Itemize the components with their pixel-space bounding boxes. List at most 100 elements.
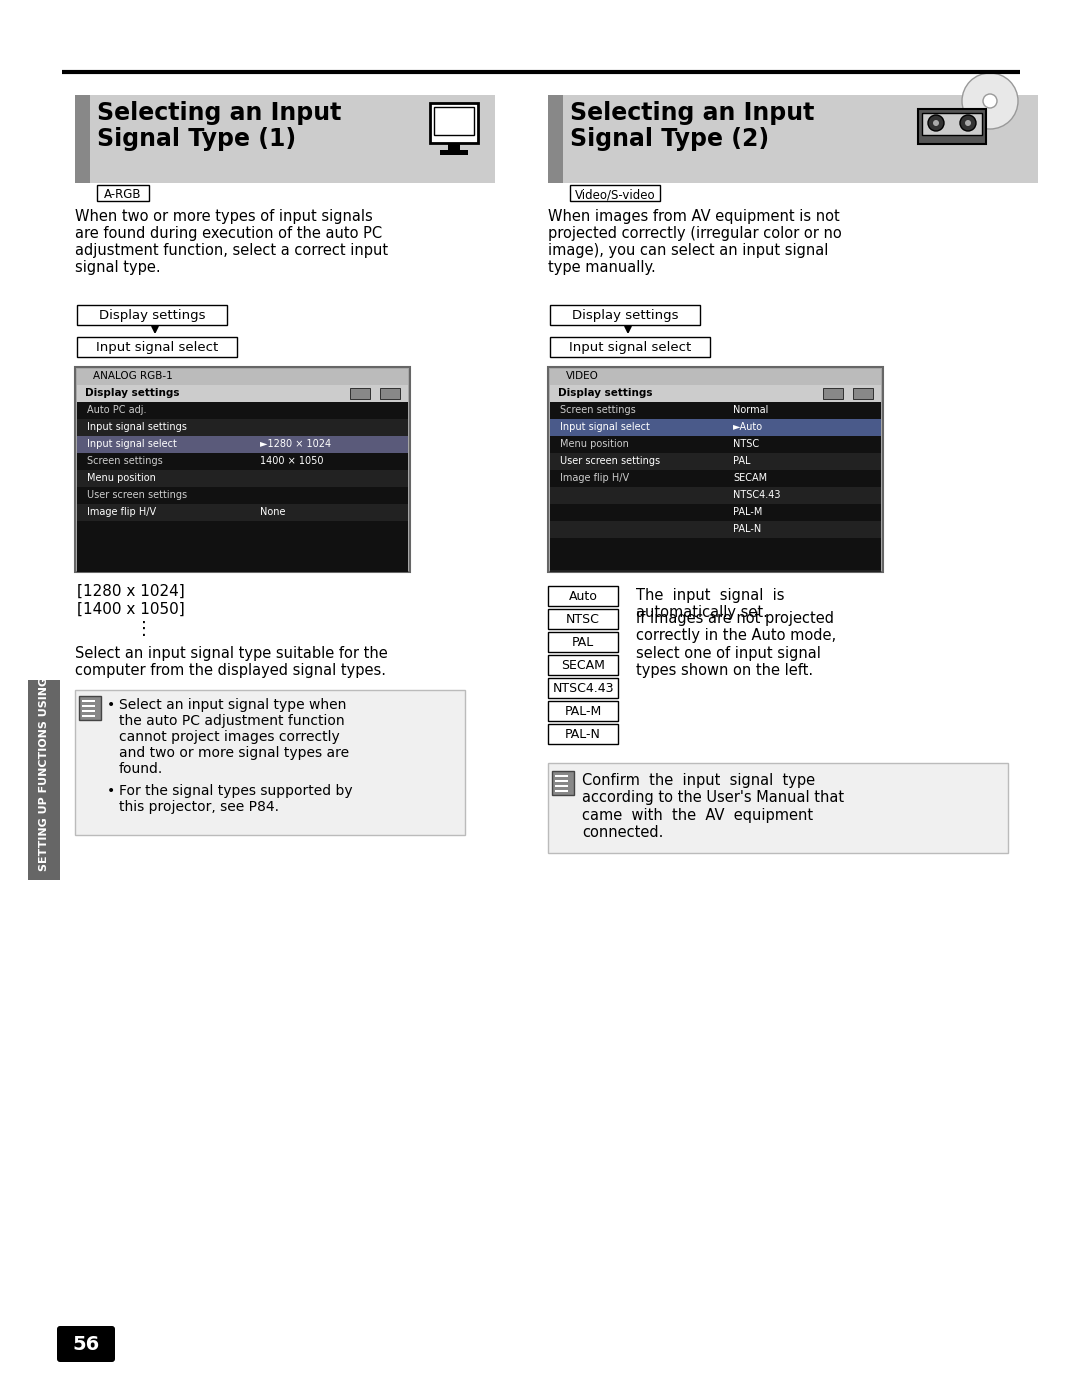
Bar (548, 724, 618, 745)
Bar (550, 538, 881, 555)
Text: ►Auto: ►Auto (733, 422, 764, 432)
Bar (548, 585, 618, 606)
Text: NTSC: NTSC (566, 613, 599, 626)
Text: •: • (107, 784, 116, 798)
Bar (79, 696, 102, 719)
Bar (570, 184, 660, 201)
Bar (430, 103, 478, 142)
Bar (555, 780, 568, 782)
Text: Signal Type (1): Signal Type (1) (97, 127, 296, 151)
Text: SECAM: SECAM (562, 659, 605, 672)
Bar (28, 680, 60, 880)
Bar (550, 369, 881, 386)
Bar (918, 109, 986, 144)
Text: VIDEO: VIDEO (566, 372, 599, 381)
Bar (77, 453, 408, 469)
Text: adjustment function, select a correct input: adjustment function, select a correct in… (75, 243, 388, 258)
Text: PAL-M: PAL-M (733, 507, 762, 517)
Text: PAL-N: PAL-N (733, 524, 761, 534)
Text: Input signal select: Input signal select (569, 341, 691, 353)
Bar (550, 555, 881, 571)
Text: Signal Type (2): Signal Type (2) (570, 127, 769, 151)
Text: Display settings: Display settings (571, 309, 678, 321)
Bar (552, 771, 573, 795)
Text: •: • (107, 698, 116, 712)
Bar (555, 789, 568, 792)
Bar (75, 367, 410, 571)
Text: When images from AV equipment is not: When images from AV equipment is not (548, 210, 840, 224)
Text: computer from the displayed signal types.: computer from the displayed signal types… (75, 664, 386, 678)
Bar (550, 538, 881, 570)
Bar (77, 305, 227, 326)
Bar (434, 108, 474, 136)
Circle shape (928, 115, 944, 131)
Text: this projector, see P84.: this projector, see P84. (119, 800, 279, 814)
Bar (82, 705, 95, 707)
Circle shape (966, 120, 971, 126)
Text: 56: 56 (72, 1336, 99, 1354)
Bar (77, 337, 237, 358)
Text: the auto PC adjustment function: the auto PC adjustment function (119, 714, 345, 728)
Bar (550, 386, 881, 402)
Bar (350, 388, 370, 400)
Text: PAL: PAL (733, 455, 751, 467)
Bar (75, 95, 90, 183)
Bar (548, 609, 618, 629)
Bar (82, 715, 95, 717)
Circle shape (960, 115, 976, 131)
Circle shape (933, 120, 939, 126)
Bar (853, 388, 873, 400)
Text: Selecting an Input: Selecting an Input (570, 101, 814, 124)
Bar (550, 469, 881, 488)
Text: Selecting an Input: Selecting an Input (97, 101, 341, 124)
Text: signal type.: signal type. (75, 260, 161, 275)
Bar (77, 538, 408, 555)
Text: Select an input signal type when: Select an input signal type when (119, 698, 347, 712)
Bar (77, 419, 408, 436)
Bar (550, 305, 700, 326)
Text: Image flip H/V: Image flip H/V (87, 507, 157, 517)
Text: type manually.: type manually. (548, 260, 656, 275)
Text: User screen settings: User screen settings (87, 490, 187, 500)
Text: Confirm  the  input  signal  type
according to the User's Manual that
came  with: Confirm the input signal type according … (582, 773, 845, 840)
Bar (77, 488, 408, 504)
Text: PAL-M: PAL-M (565, 705, 602, 718)
Text: Video/S-video: Video/S-video (575, 189, 656, 201)
Bar (548, 95, 1038, 183)
Bar (380, 388, 400, 400)
Text: Input signal select: Input signal select (96, 341, 218, 353)
Bar (548, 631, 618, 652)
Bar (97, 184, 149, 201)
Text: Normal: Normal (733, 405, 768, 415)
Bar (548, 95, 563, 183)
Bar (550, 337, 710, 358)
Text: None: None (260, 507, 285, 517)
Bar (77, 504, 408, 521)
Text: Input signal select: Input signal select (561, 422, 650, 432)
Bar (77, 555, 408, 571)
Bar (555, 785, 568, 787)
Bar (440, 149, 468, 155)
Text: If images are not projected
correctly in the Auto mode,
select one of input sign: If images are not projected correctly in… (636, 610, 836, 678)
Text: and two or more signal types are: and two or more signal types are (119, 746, 349, 760)
Bar (555, 775, 568, 777)
Text: found.: found. (119, 761, 163, 775)
Bar (550, 488, 881, 504)
Bar (448, 142, 460, 151)
Text: Display settings: Display settings (85, 388, 179, 398)
Text: NTSC4.43: NTSC4.43 (552, 682, 613, 694)
Bar (77, 386, 408, 402)
Bar (550, 419, 881, 436)
Bar (77, 402, 408, 419)
Bar (548, 367, 883, 571)
Text: ANALOG RGB-1: ANALOG RGB-1 (93, 372, 173, 381)
Text: Display settings: Display settings (558, 388, 652, 398)
Text: Auto: Auto (568, 590, 597, 604)
Bar (77, 521, 408, 570)
Text: A-RGB: A-RGB (105, 189, 141, 201)
Text: cannot project images correctly: cannot project images correctly (119, 731, 340, 745)
Bar (550, 436, 881, 453)
Bar (550, 402, 881, 419)
Bar (77, 436, 408, 453)
Bar (77, 521, 408, 538)
